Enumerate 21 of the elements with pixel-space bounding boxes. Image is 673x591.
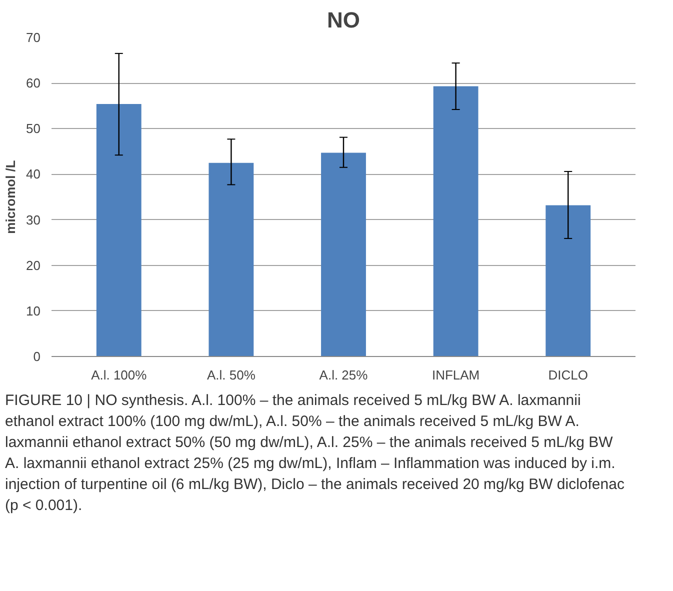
y-axis-title: micromol /L (3, 160, 18, 234)
bar (208, 162, 254, 356)
bar (546, 205, 591, 356)
chart-title: NO (327, 8, 360, 32)
y-tick-label: 0 (33, 349, 41, 364)
y-tick-label: 70 (26, 30, 41, 45)
y-tick-label: 30 (26, 212, 41, 228)
x-tick-label: DICLO (548, 368, 588, 382)
x-tick-label: A.l. 25% (319, 368, 368, 382)
x-tick-label: INFLAM (432, 368, 480, 382)
bar (321, 152, 366, 356)
bar (96, 104, 142, 356)
y-tick-label: 50 (26, 121, 41, 136)
y-tick-label: 40 (26, 166, 41, 182)
y-tick-label: 10 (26, 303, 41, 318)
caption: FIGURE 10 | NO synthesis. A.l. 100% – the animals received 5 mL/kg BW A. laxmannii ethanol extract 100% (100 mg dw/mL), A.l. 50% – the animals received 5 mL/kg BW A. laxmannii ethanol extract 50% (50 mg dw/mL), A.l. 25% – the animals received 5 mL/kg BW A. laxmannii ethanol extract 25% (25 mg dw/mL), Inflam – Inflammation was induced by i.m. injection of turpentine oil (6 mL/kg BW), Diclo – the animals received 20 mg/kg BW diclofenac (p < 0.001). (5, 391, 625, 516)
x-tick-label: A.l. 50% (206, 368, 256, 382)
y-tick-label: 60 (26, 76, 41, 91)
y-tick-label: 20 (26, 258, 41, 273)
x-tick-label: A.l. 100% (91, 368, 148, 382)
bar (433, 86, 478, 356)
